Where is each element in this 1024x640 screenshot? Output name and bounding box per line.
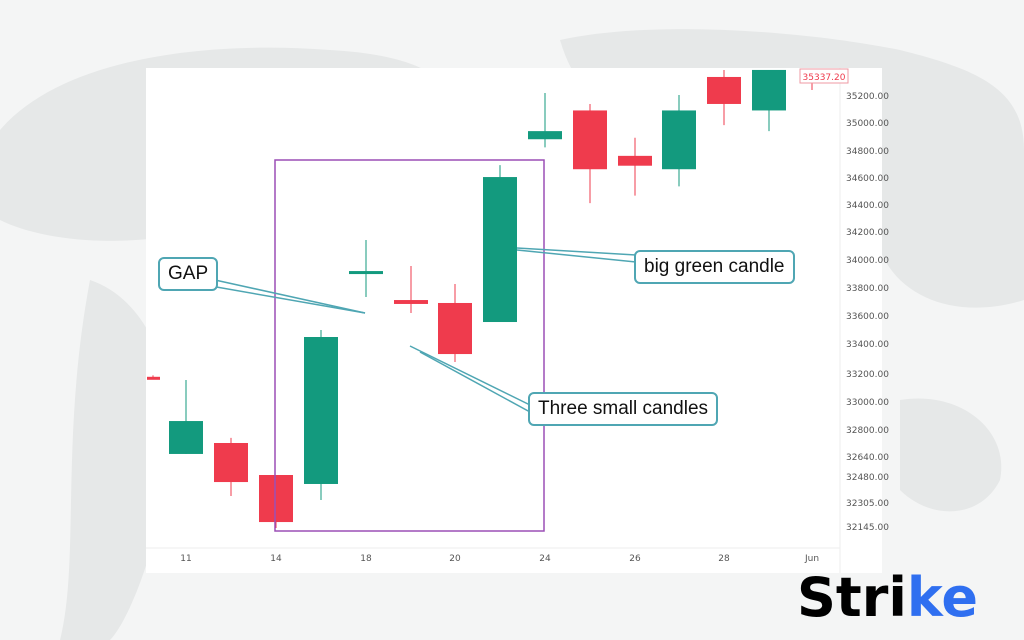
candle (349, 239, 383, 297)
highlight-box (274, 159, 545, 532)
candle-body (662, 110, 696, 170)
candle-body (483, 177, 517, 323)
y-tick-label: 34800.00 (846, 147, 889, 157)
x-tick-label: 24 (539, 554, 551, 564)
y-tick-label: 32800.00 (846, 426, 889, 436)
candle-body (349, 271, 383, 275)
y-tick-label: 32145.00 (846, 523, 889, 533)
x-tick-label: 11 (180, 554, 191, 564)
candle (214, 437, 248, 497)
small-candles-callout-line (409, 345, 531, 406)
candle (394, 266, 428, 314)
big-candle-callout-line (516, 247, 637, 256)
callout-lines (204, 247, 637, 413)
logo-text: Stri (797, 566, 907, 629)
x-tick-label: 14 (270, 554, 282, 564)
candle (147, 375, 160, 380)
candle-body (707, 76, 741, 104)
three-small-candles-annotation: Three small candles (528, 392, 719, 426)
candle (169, 380, 203, 454)
candle (528, 93, 562, 148)
last-price-badge (799, 68, 849, 84)
y-tick-label: 35000.00 (846, 119, 889, 129)
logo-accent-text: ke (906, 566, 978, 629)
y-tick-label: 32480.00 (846, 473, 889, 483)
x-tick-label: 20 (449, 554, 461, 564)
candle-body (752, 69, 786, 111)
candle (618, 137, 652, 196)
candle (752, 69, 786, 132)
candle-body (394, 300, 428, 304)
y-tick-label: 33200.00 (846, 370, 889, 380)
big-green-candle-annotation: big green candle (634, 250, 795, 284)
candle-body (618, 155, 652, 166)
y-tick-label: 33600.00 (846, 312, 889, 322)
big-candle-callout-line-2 (516, 249, 637, 263)
candle-body (573, 110, 607, 170)
candle (483, 165, 517, 323)
y-tick-label: 33000.00 (846, 398, 889, 408)
candle-body (438, 302, 472, 355)
y-tick-label: 32305.00 (846, 499, 889, 509)
y-tick-label: 34200.00 (846, 228, 889, 238)
y-tick-label: 34600.00 (846, 174, 889, 184)
gap-annotation: GAP (158, 257, 219, 291)
strike-logo: Strike (797, 570, 978, 626)
gap-callout-line (204, 284, 366, 314)
x-tick-label: Jun (804, 554, 819, 564)
last-price-label: 35337.20 (803, 73, 846, 83)
candle (573, 103, 607, 204)
y-tick-label: 33800.00 (846, 284, 889, 294)
candle (259, 475, 293, 529)
candle-body (259, 475, 293, 523)
gap-callout-line-2 (214, 279, 366, 314)
x-tick-label: 18 (360, 554, 372, 564)
candle-body (169, 421, 203, 454)
candle (438, 283, 472, 362)
y-tick-label: 32640.00 (846, 453, 889, 463)
candle (662, 95, 696, 187)
candle-body (304, 337, 338, 484)
candle-body (147, 376, 160, 380)
candle (304, 330, 338, 501)
x-tick-label: 28 (718, 554, 730, 564)
candle-body (214, 442, 248, 483)
y-tick-label: 34400.00 (846, 201, 889, 211)
small-candles-callout-line-2 (419, 351, 531, 413)
y-tick-label: 35200.00 (846, 92, 889, 102)
x-tick-label: 26 (629, 554, 641, 564)
candle (707, 69, 741, 126)
y-tick-label: 34000.00 (846, 256, 889, 266)
candle-body (528, 131, 562, 140)
y-tick-label: 33400.00 (846, 340, 889, 350)
